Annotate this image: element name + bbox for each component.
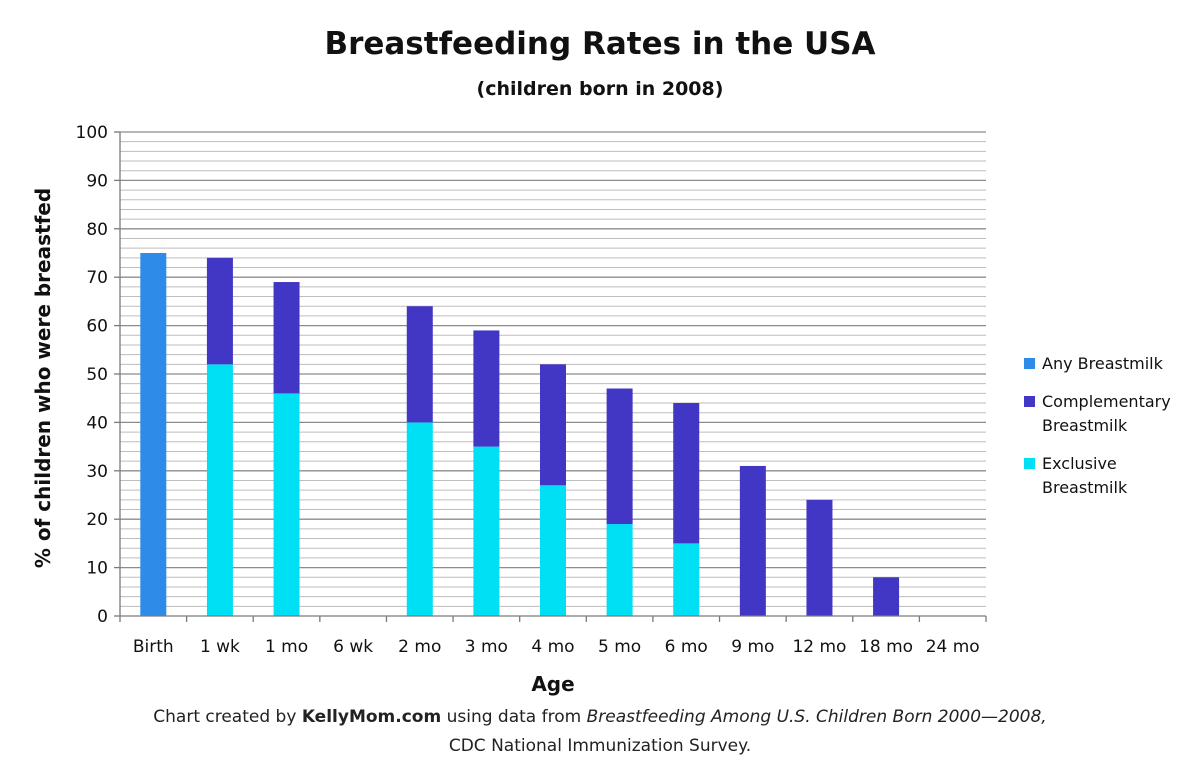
y-tick-label: 70: [86, 268, 108, 288]
legend-item-exclusive: Exclusive Breastmilk: [1024, 452, 1196, 500]
bar-segment: [206, 257, 233, 365]
y-tick-label: 20: [86, 510, 108, 530]
chart-title: Breastfeeding Rates in the USA: [324, 26, 876, 62]
x-tick-label: 4 mo: [531, 637, 574, 657]
bar-segment: [606, 524, 633, 616]
source-note: Chart created by KellyMom.com using data…: [0, 703, 1200, 761]
source-line-1: Chart created by KellyMom.com using data…: [0, 703, 1200, 732]
legend-swatch-exclusive: [1024, 458, 1035, 469]
bar-segment: [806, 499, 833, 616]
x-tick-label: 6 wk: [333, 637, 373, 657]
x-tick-label: 6 mo: [665, 637, 708, 657]
y-tick-label: 30: [86, 462, 108, 482]
y-tick-label: 100: [76, 123, 108, 143]
bar-segment: [273, 282, 300, 394]
bar-segment: [540, 364, 566, 486]
legend-label-any: Any Breastmilk: [1042, 354, 1163, 373]
x-tick-label: 2 mo: [398, 637, 441, 657]
y-tick-label: 80: [86, 220, 108, 240]
bar-segment: [673, 403, 700, 544]
tick-labels: 0 10 20 30 40 50 60 70 80 90 100 Birth 1 wk 1 mo 6 wk 2…: [76, 123, 980, 657]
legend-label-complementary: Complementary Breastmilk: [1042, 392, 1171, 435]
x-tick-label: 3 mo: [465, 637, 508, 657]
legend-item-any: Any Breastmilk: [1024, 352, 1196, 376]
y-axis-title: % of children who were breastfed: [31, 188, 55, 568]
x-tick-label: 5 mo: [598, 637, 641, 657]
bar-segment: [540, 485, 566, 616]
source-publication: Breastfeeding Among U.S. Children Born 2…: [586, 707, 1047, 727]
x-tick-label: 24 mo: [926, 637, 980, 657]
source-site: KellyMom.com: [301, 707, 442, 727]
y-tick-label: 50: [86, 365, 108, 385]
x-tick-label: 18 mo: [859, 637, 913, 657]
x-tick-label: Birth: [133, 637, 174, 657]
y-tick-label: 60: [86, 317, 108, 337]
source-line-2: CDC National Immunization Survey.: [448, 736, 752, 756]
bar-segment: [473, 446, 500, 616]
bar-segment: [406, 306, 433, 423]
source-middle: using data from: [441, 707, 587, 727]
chart-subtitle: (children born in 2008): [476, 78, 724, 100]
x-tick-label: 9 mo: [731, 637, 774, 657]
bar-segment: [739, 465, 766, 616]
y-tick-label: 10: [86, 559, 108, 579]
y-tick-label: 90: [86, 171, 108, 191]
legend: Any Breastmilk Complementary Breastmilk …: [1024, 352, 1196, 514]
bar-segment: [606, 388, 633, 525]
legend-label-exclusive: Exclusive Breastmilk: [1042, 454, 1128, 497]
bar-segment: [873, 577, 900, 616]
y-tick-label: 0: [97, 607, 108, 627]
bar-segment: [673, 543, 700, 616]
bar-segment: [473, 330, 500, 447]
bar-segment: [140, 253, 167, 616]
bar-segment: [406, 422, 433, 616]
legend-swatch-complementary: [1024, 396, 1035, 407]
bars: [140, 253, 900, 616]
source-prefix: Chart created by: [153, 707, 302, 727]
x-tick-label: 1 wk: [200, 637, 240, 657]
bar-segment: [273, 393, 300, 616]
legend-item-complementary: Complementary Breastmilk: [1024, 390, 1196, 438]
bar-segment: [206, 364, 233, 616]
axes: [114, 131, 987, 622]
x-axis-title: Age: [531, 672, 574, 696]
y-tick-label: 40: [86, 413, 108, 433]
x-tick-label: 12 mo: [792, 637, 846, 657]
legend-swatch-any: [1024, 358, 1035, 369]
x-tick-label: 1 mo: [265, 637, 308, 657]
